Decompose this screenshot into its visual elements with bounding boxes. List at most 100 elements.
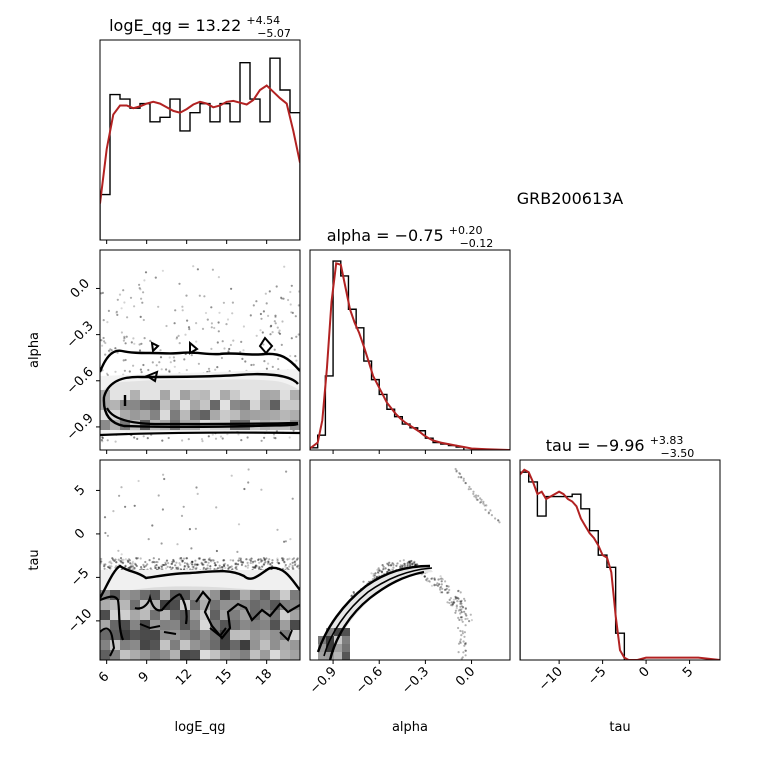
density-cell [170,590,180,600]
scatter-point [124,564,127,568]
scatter-point [215,549,218,553]
scatter-point [173,365,176,368]
tick-label: −0.3 [399,664,432,697]
scatter-point [143,565,146,568]
density-cell [170,620,180,630]
scatter-point [251,562,254,565]
scatter-point [277,357,280,361]
density-cell [140,610,150,620]
scatter-point [462,479,465,482]
scatter-point [177,334,180,337]
density-cell [210,610,220,620]
scatter-point [288,565,291,568]
density-cell [150,400,160,410]
scatter-point [464,643,467,646]
density-cell [160,390,170,400]
scatter-point [289,290,292,294]
scatter-point [448,598,451,602]
scatter-point [165,559,169,562]
scatter-point [189,568,192,571]
scatter-point [109,567,112,570]
scatter-point [133,567,137,570]
density-cell [180,650,190,660]
scatter-point [211,433,214,436]
density-cell [240,620,250,630]
scatter-point [475,498,478,501]
density-cell [200,400,210,410]
scatter-point [264,560,267,564]
scatter-point [186,562,189,565]
density-cell [270,620,280,630]
scatter-point [404,563,407,566]
density-cell [140,650,150,660]
scatter-point [454,597,457,600]
scatter-point [284,563,287,567]
scatter-point [296,557,299,560]
scatter-point [463,642,467,645]
scatter-point [174,564,177,567]
scatter-point [257,558,260,562]
scatter-point [260,488,263,491]
scatter-point [223,564,226,568]
density-cell [160,410,170,420]
scatter-point [454,595,457,599]
scatter-point [189,562,192,565]
density-cell [120,650,130,660]
scatter-point [463,644,466,647]
density-cell [290,390,300,400]
scatter-point [283,265,286,268]
scatter-point [269,563,272,566]
scatter-point [460,611,463,614]
scatter-point [375,576,378,579]
scatter-point [131,560,134,564]
density-cell [280,650,290,660]
density-cell [150,640,160,650]
ylabel-alpha: alpha [27,332,42,368]
scatter-point [197,557,200,560]
density-cell [180,400,190,410]
scatter-point [133,436,136,439]
scatter-point [142,563,145,567]
density-cell [210,420,220,430]
scatter-point [249,314,252,317]
scatter-point [130,566,133,569]
tick-label: −10 [536,664,566,694]
scatter-point [191,565,194,568]
scatter-point [162,473,165,476]
scatter-point [104,353,107,356]
scatter-point [414,563,417,566]
density-cell [120,590,130,600]
scatter-point [297,333,300,336]
scatter-point [460,616,464,619]
density-cell [260,650,270,660]
scatter-point [195,563,199,566]
scatter-point [191,560,194,564]
scatter-point [255,564,258,567]
scatter-point [283,561,286,564]
scatter-point [209,559,212,562]
density-cell [334,628,342,636]
scatter-point [459,616,463,619]
scatter-point [455,604,458,607]
scatter-point [186,567,189,570]
scatter-point [227,567,230,570]
scatter-point [446,591,449,595]
density-cell [150,650,160,660]
scatter-point [399,559,402,563]
scatter-point [217,276,220,279]
scatter-point [191,560,194,563]
scatter-point [177,567,180,571]
scatter-point [123,301,126,304]
scatter-point [252,566,255,569]
scatter-point [281,320,284,323]
scatter-point [457,589,460,592]
scatter-point [155,564,158,567]
scatter-point [362,580,365,583]
scatter-point [137,479,140,483]
scatter-point [234,562,237,565]
scatter-point [268,290,271,293]
scatter-point [426,577,429,580]
scatter-point [449,604,453,607]
scatter-point [190,354,193,357]
scatter-point [469,613,472,616]
